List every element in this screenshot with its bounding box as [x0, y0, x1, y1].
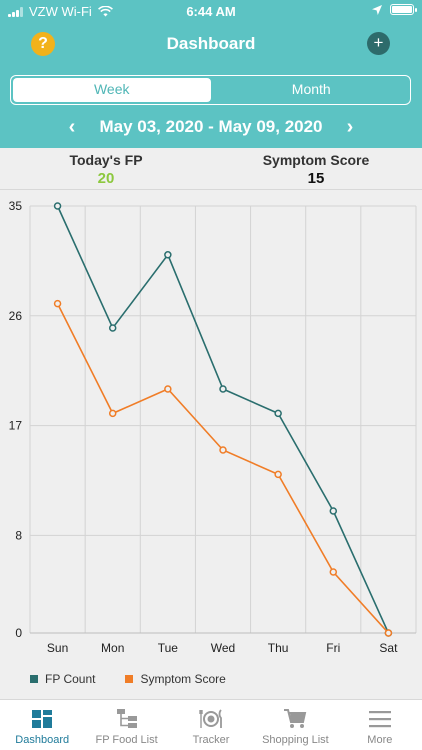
tab-month[interactable]: Month [291, 81, 331, 97]
data-point-symptom-score [53, 299, 62, 308]
legend-label-fp-count: FP Count [45, 672, 96, 686]
help-button[interactable]: ? [31, 32, 55, 56]
location-arrow-icon [372, 4, 382, 15]
status-right [372, 4, 417, 15]
symptom-score-label: Symptom Score [262, 152, 370, 168]
tab-fp-food-list[interactable]: FP Food List [84, 700, 168, 750]
data-point-symptom-score [164, 385, 172, 393]
status-left: VZW Wi-Fi [8, 4, 113, 19]
data-point-fp-count [108, 324, 117, 332]
tab-more-label: More [367, 734, 393, 746]
todays-fp-label: Today's FP [69, 152, 143, 168]
symptom-score: Symptom Score 15 [255, 152, 377, 187]
todays-fp-value: 20 [97, 170, 115, 187]
x-tick-label: Tue [158, 641, 179, 655]
menu-icon [368, 711, 391, 728]
period-segmented-control: Week Month [10, 75, 411, 105]
legend-item-symptom-score: Symptom Score [125, 672, 226, 686]
y-tick-label: 0 [15, 626, 22, 640]
tab-tracker[interactable]: Tracker [169, 700, 253, 750]
battery-icon [390, 4, 417, 15]
tab-dashboard-label: Dashboard [15, 734, 70, 746]
legend-swatch-symptom-score [125, 675, 134, 683]
legend-item-fp-count: FP Count [30, 672, 95, 686]
status-bar: VZW Wi-Fi 6:44 AM [0, 0, 422, 22]
status-time: 6:44 AM [186, 4, 236, 19]
date-range-label: May 03, 2020 - May 09, 2020 [99, 117, 323, 136]
header: ? Dashboard + Week Month ‹ May 03, 2020 … [0, 22, 422, 148]
bottom-tab-bar: Dashboard FP Food List Tracker Shopping … [0, 699, 422, 750]
tracker-icon [199, 709, 222, 728]
tab-fp-food-list-label: FP Food List [95, 734, 158, 746]
tab-dashboard[interactable]: Dashboard [0, 700, 84, 750]
wifi-icon [97, 6, 113, 17]
food-list-icon [116, 709, 137, 728]
data-point-fp-count [53, 202, 62, 210]
date-range: ‹ May 03, 2020 - May 09, 2020 › [0, 114, 422, 140]
x-tick-label: Fri [326, 641, 340, 655]
x-tick-label: Sun [47, 641, 68, 655]
carrier-label: VZW Wi-Fi [29, 4, 92, 19]
data-point-symptom-score [384, 629, 393, 637]
y-tick-label: 17 [9, 419, 23, 433]
legend-swatch-fp-count [30, 675, 38, 683]
data-point-fp-count [329, 507, 338, 515]
x-tick-label: Mon [101, 641, 124, 655]
line-chart: 35 26 17 8 0 Sun Mon Tue Wed Thu Fri Sat [9, 199, 417, 655]
tab-more[interactable]: More [338, 700, 422, 750]
chart-legend: FP Count Symptom Score [30, 672, 226, 686]
tab-tracker-label: Tracker [192, 734, 230, 746]
legend-label-symptom-score: Symptom Score [140, 672, 226, 686]
x-tick-label: Thu [268, 641, 289, 655]
x-tick-label: Sat [379, 641, 398, 655]
data-point-symptom-score [219, 446, 227, 454]
add-button[interactable]: + [367, 32, 390, 55]
plot-background [30, 206, 416, 633]
data-point-fp-count [164, 251, 172, 259]
summary-bar: Today's FP 20 Symptom Score 15 [0, 148, 422, 190]
signal-icon [8, 6, 23, 17]
chart-area: 35 26 17 8 0 Sun Mon Tue Wed Thu Fri Sat [0, 191, 422, 699]
data-point-symptom-score [329, 568, 338, 576]
tab-shopping-list[interactable]: Shopping List [253, 700, 337, 750]
symptom-score-value: 15 [307, 170, 325, 187]
page-title: Dashboard [166, 34, 256, 53]
data-point-fp-count [274, 409, 282, 418]
y-tick-label: 26 [9, 309, 23, 323]
data-point-symptom-score [274, 470, 282, 479]
previous-week-chevron-icon[interactable]: ‹ [68, 116, 76, 138]
data-point-symptom-score [108, 409, 117, 418]
y-tick-label: 35 [9, 199, 23, 213]
next-week-chevron-icon[interactable]: › [346, 116, 354, 138]
y-tick-label: 8 [15, 528, 22, 542]
x-tick-label: Wed [211, 641, 235, 655]
cart-icon [284, 709, 307, 728]
tab-week[interactable]: Week [13, 78, 211, 102]
tab-shopping-list-label: Shopping List [262, 734, 329, 746]
todays-fp: Today's FP 20 [60, 152, 152, 187]
data-point-fp-count [219, 385, 227, 393]
dashboard-icon [32, 710, 53, 728]
